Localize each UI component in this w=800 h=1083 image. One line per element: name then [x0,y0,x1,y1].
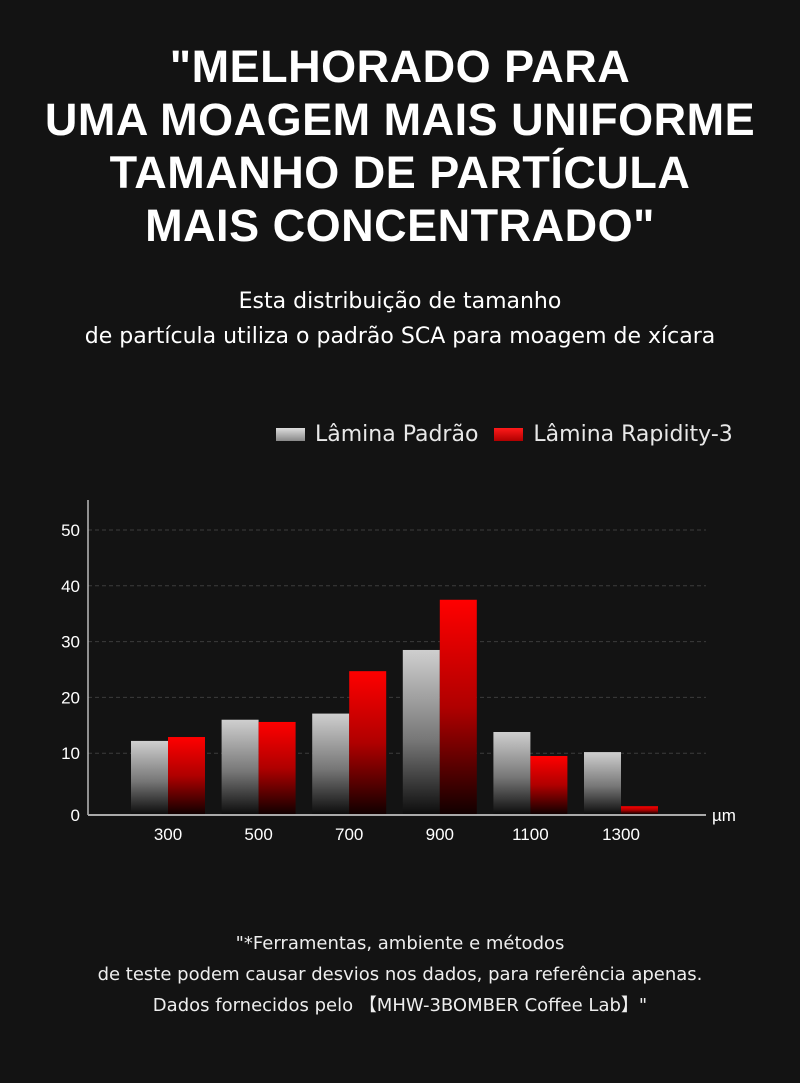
bar-rapidity-300 [168,737,205,814]
legend-item-rapidity: Lâmina Rapidity-3 [494,422,733,447]
headline-line: MAIS CONCENTRADO" [145,200,655,251]
legend-label: Lâmina Rapidity-3 [533,422,733,447]
legend-swatch-standard [276,428,305,441]
subtitle-line: Esta distribuição de tamanho [238,289,562,314]
y-tick-label: 50 [61,521,80,540]
bar-standard-1300 [584,752,621,814]
footnote-line: de teste podem causar desvios nos dados,… [97,964,703,985]
bar-rapidity-700 [349,671,387,814]
x-tick-label: 500 [244,825,272,844]
subtitle-line: de partícula utiliza o padrão SCA para m… [84,324,716,349]
y-tick-label: 10 [61,744,80,763]
y-tick-label: 0 [71,806,80,825]
bar-standard-300 [131,740,168,814]
bar-rapidity-900 [439,599,477,814]
legend-label: Lâmina Padrão [315,422,479,447]
x-tick-label: 300 [154,825,182,844]
bar-standard-500 [221,719,259,814]
x-axis-unit: µm [712,806,736,825]
y-tick-label: 40 [61,577,80,596]
headline: "MELHORADO PARA UMA MOAGEM MAIS UNIFORME… [0,40,800,252]
headline-line: TAMANHO DE PARTÍCULA [109,147,691,198]
y-tick-label: 20 [61,688,80,707]
legend-item-standard: Lâmina Padrão [276,422,478,447]
y-tick-label: 30 [61,633,80,652]
chart-legend: Lâmina Padrão Lâmina Rapidity-3 [276,422,749,447]
footnote-line: Dados fornecidos pelo 【MHW-3BOMBER Coffe… [152,995,648,1016]
subtitle: Esta distribuição de tamanho de partícul… [0,284,800,354]
bar-standard-700 [312,713,350,814]
x-tick-label: 900 [426,825,454,844]
footnote-line: "*Ferramentas, ambiente e métodos [235,933,565,954]
bar-standard-900 [402,649,440,814]
bar-rapidity-1300 [621,806,658,814]
x-tick-label: 1300 [602,825,640,844]
legend-swatch-rapidity [494,428,524,441]
headline-line: "MELHORADO PARA [169,41,631,92]
x-tick-label: 1100 [512,825,549,844]
bar-rapidity-1100 [530,755,568,814]
bar-rapidity-500 [258,721,296,814]
x-tick-label: 700 [335,825,363,844]
headline-line: UMA MOAGEM MAIS UNIFORME [44,94,756,145]
bar-standard-1100 [493,731,531,814]
footnote: "*Ferramentas, ambiente e métodos de tes… [0,928,800,1021]
